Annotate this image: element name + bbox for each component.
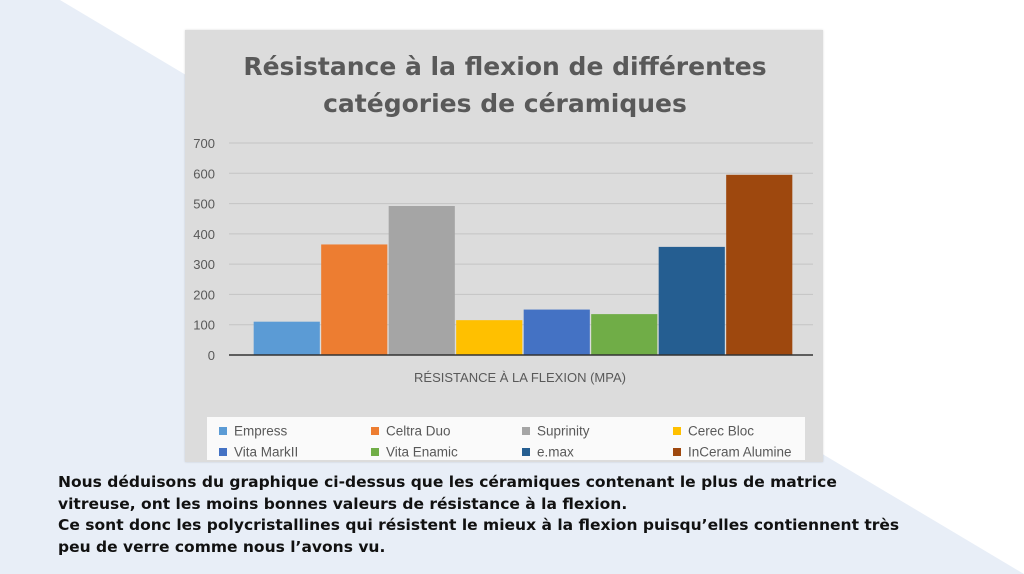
legend-swatch (522, 427, 530, 435)
legend-swatch (522, 448, 530, 456)
bar-suprinity (388, 205, 455, 355)
bar-vita-markii (523, 309, 590, 355)
legend-label: InCeram Alumine (688, 445, 792, 460)
x-axis-label: RÉSISTANCE À LA FLEXION (MPA) (414, 370, 626, 385)
caption-line-2: vitreuse, ont les moins bonnes valeurs d… (58, 494, 628, 513)
legend-label: Vita MarkII (234, 445, 298, 460)
legend-label: e.max (537, 445, 574, 460)
y-tick-label: 300 (193, 257, 215, 272)
y-tick-label: 500 (193, 197, 215, 212)
chart-title-line-2: catégories de céramiques (323, 89, 687, 118)
bar-chart: Résistance à la flexion de différentes ca… (193, 52, 813, 460)
chart-title-line-1: Résistance à la flexion de différentes (243, 52, 766, 81)
y-tick-label: 0 (208, 348, 215, 363)
legend-swatch (673, 427, 681, 435)
caption-line-4: peu de verre comme nous l’avons vu. (58, 537, 386, 556)
y-tick-label: 700 (193, 136, 215, 151)
bar-inceram-alumine (726, 174, 793, 355)
legend-swatch (219, 448, 227, 456)
legend-label: Empress (234, 424, 288, 439)
bar-vita-enamic (591, 314, 658, 355)
y-tick-label: 200 (193, 287, 215, 302)
bar-e-max (658, 246, 725, 355)
y-tick-label: 600 (193, 166, 215, 181)
legend-label: Celtra Duo (386, 424, 451, 439)
y-tick-label: 100 (193, 318, 215, 333)
bar-empress (253, 321, 320, 355)
caption-line-1: Nous déduisons du graphique ci-dessus qu… (58, 473, 837, 491)
legend-panel (207, 417, 805, 460)
legend-swatch (219, 427, 227, 435)
caption-line-3: Ce sont donc les polycristallines qui ré… (58, 516, 900, 534)
legend-label: Vita Enamic (386, 445, 458, 460)
legend-swatch (371, 448, 379, 456)
chart-panel: Résistance à la flexion de différentes ca… (185, 30, 823, 462)
legend-swatch (673, 448, 681, 456)
bar-cerec-bloc (456, 320, 523, 355)
legend-swatch (371, 427, 379, 435)
caption-text: Nous déduisons du graphique ci-dessus qu… (58, 472, 958, 558)
bar-celtra-duo (321, 244, 388, 355)
y-tick-label: 400 (193, 227, 215, 242)
legend-label: Cerec Bloc (688, 424, 754, 439)
legend-label: Suprinity (537, 424, 590, 439)
